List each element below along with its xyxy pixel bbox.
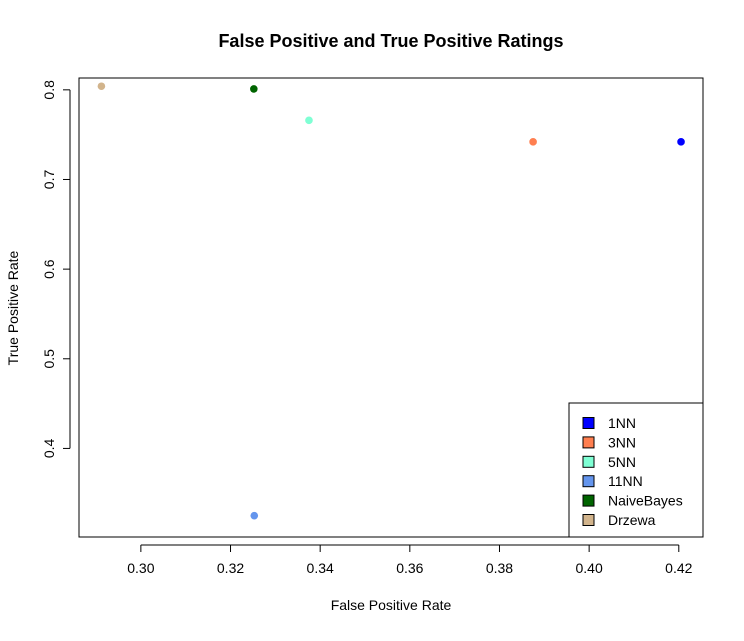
- y-tick-label: 0.6: [41, 259, 57, 279]
- legend-label-11nn: 11NN: [608, 473, 643, 489]
- x-tick-label: 0.36: [396, 560, 423, 576]
- y-axis: 0.4 0.5 0.6 0.7 0.8: [41, 80, 71, 458]
- data-point-naivebayes: [250, 85, 258, 93]
- data-point-drzewa: [97, 82, 106, 91]
- x-tick-label: 0.30: [127, 560, 154, 576]
- x-axis-label: False Positive Rate: [331, 597, 452, 613]
- x-tick-label: 0.32: [217, 560, 244, 576]
- data-point-5nn: [305, 116, 313, 125]
- data-point-11nn: [250, 511, 259, 520]
- data-point-3nn: [529, 138, 537, 146]
- x-tick-label: 0.38: [486, 560, 513, 576]
- legend-label-naivebayes: NaiveBayes: [608, 493, 683, 509]
- legend-label-3nn: 3NN: [608, 434, 636, 450]
- x-tick-label: 0.34: [307, 560, 334, 576]
- legend-items: 1NN 3NN 5NN 11NN NaiveBayes Drzewa: [582, 415, 683, 528]
- chart-title: False Positive and True Positive Ratings: [218, 31, 563, 51]
- legend-label-drzewa: Drzewa: [608, 512, 656, 528]
- legend-label-5nn: 5NN: [608, 454, 636, 470]
- x-axis: 0.30 0.32 0.34 0.36 0.38 0.40 0.42: [127, 544, 693, 576]
- y-tick-label: 0.5: [41, 349, 57, 369]
- legend-swatch-1nn: [582, 417, 595, 429]
- plot-frame: [78, 77, 704, 538]
- y-axis-label: True Positive Rate: [5, 250, 21, 365]
- legend-swatch-drzewa: [582, 514, 595, 526]
- data-point-1nn: [677, 138, 685, 146]
- y-tick-label: 0.8: [41, 80, 57, 100]
- x-tick-label: 0.40: [576, 560, 603, 576]
- legend-label-1nn: 1NN: [608, 415, 636, 431]
- data-points: [97, 82, 685, 520]
- x-tick-label: 0.42: [665, 560, 692, 576]
- y-tick-label: 0.7: [41, 170, 57, 190]
- legend: 1NN 3NN 5NN 11NN NaiveBayes Drzewa: [568, 402, 704, 538]
- legend-swatch-naivebayes: [582, 494, 595, 507]
- legend-swatch-11nn: [582, 475, 595, 488]
- y-tick-label: 0.4: [41, 438, 57, 458]
- legend-swatch-5nn: [582, 455, 595, 468]
- legend-swatch-3nn: [582, 436, 595, 449]
